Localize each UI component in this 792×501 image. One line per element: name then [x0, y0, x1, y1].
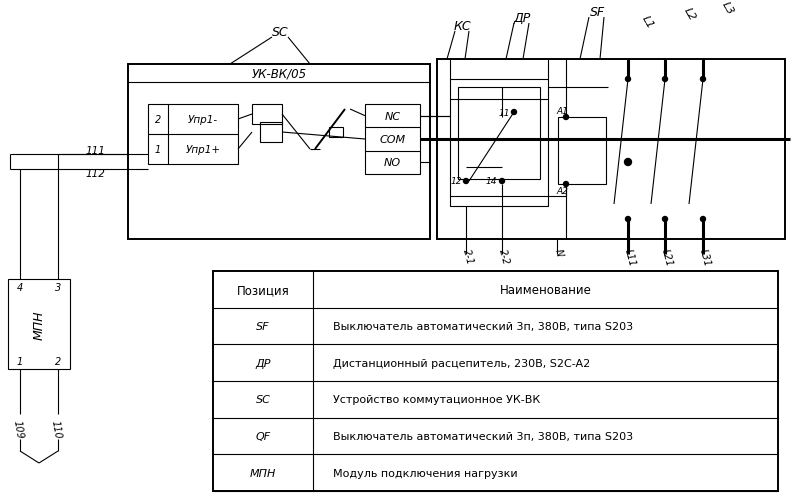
- Text: 112: 112: [85, 169, 105, 179]
- Text: Выключатель автоматический 3п, 380В, типа S203: Выключатель автоматический 3п, 380В, тип…: [333, 321, 633, 331]
- Text: A1: A1: [556, 106, 568, 115]
- Bar: [450, 80, 548, 206]
- Text: NC: NC: [384, 111, 401, 121]
- Text: Выключатель автоматический 3п, 380В, типа S203: Выключатель автоматический 3п, 380В, тип…: [333, 431, 633, 441]
- Bar: [365, 105, 420, 175]
- Text: 12: 12: [451, 177, 462, 186]
- Text: УК-ВК/05: УК-ВК/05: [251, 67, 307, 80]
- Text: COM: COM: [379, 135, 406, 145]
- Circle shape: [500, 179, 505, 184]
- Text: Модуль подключения нагрузки: Модуль подключения нагрузки: [333, 468, 518, 478]
- Text: 2-1: 2-1: [461, 247, 475, 266]
- Circle shape: [662, 77, 668, 82]
- Text: Упр1-: Упр1-: [188, 115, 218, 125]
- Text: L2: L2: [683, 6, 698, 22]
- Text: SF: SF: [589, 6, 604, 19]
- Circle shape: [626, 77, 630, 82]
- Text: 111: 111: [85, 146, 105, 156]
- Text: SC: SC: [272, 27, 288, 40]
- Text: 1: 1: [17, 356, 23, 366]
- Text: A2: A2: [556, 187, 568, 196]
- Bar: [213, 272, 778, 491]
- Text: КС: КС: [453, 21, 470, 34]
- Bar: [458, 88, 540, 180]
- Text: Устройство коммутационное УК-ВК: Устройство коммутационное УК-ВК: [333, 395, 540, 404]
- Bar: [329, 128, 343, 138]
- Text: L31: L31: [698, 247, 712, 268]
- Text: 11: 11: [498, 108, 510, 117]
- Text: 2-2: 2-2: [497, 247, 511, 266]
- Circle shape: [700, 77, 706, 82]
- Text: QF: QF: [256, 431, 271, 441]
- Text: Дистанционный расцепитель, 230В, S2C-A2: Дистанционный расцепитель, 230В, S2C-A2: [333, 358, 590, 368]
- Bar: [8, 280, 70, 369]
- Text: SC: SC: [256, 395, 270, 404]
- Circle shape: [563, 182, 569, 187]
- Text: 4: 4: [17, 283, 23, 293]
- Bar: [252, 105, 282, 125]
- Text: 3: 3: [55, 283, 61, 293]
- Circle shape: [625, 159, 631, 166]
- Text: SF: SF: [257, 321, 270, 331]
- Text: МПН: МПН: [249, 468, 276, 478]
- Text: ДР: ДР: [513, 12, 531, 25]
- Text: Наименование: Наименование: [500, 283, 592, 296]
- Text: 2: 2: [55, 356, 61, 366]
- Circle shape: [512, 110, 516, 115]
- Text: ДР: ДР: [255, 358, 271, 368]
- Text: 2: 2: [155, 115, 161, 125]
- Bar: [148, 105, 238, 165]
- Bar: [260, 123, 282, 143]
- Circle shape: [563, 115, 569, 120]
- Circle shape: [463, 179, 469, 184]
- Bar: [437, 60, 785, 239]
- Text: L21: L21: [660, 247, 674, 268]
- Circle shape: [662, 217, 668, 222]
- Circle shape: [626, 217, 630, 222]
- Bar: [128, 65, 430, 239]
- Text: L11: L11: [623, 247, 637, 268]
- Text: 110: 110: [49, 419, 63, 439]
- Text: L3: L3: [721, 0, 736, 16]
- Text: N: N: [554, 247, 565, 257]
- Text: Позиция: Позиция: [237, 283, 289, 296]
- Text: МПН: МПН: [32, 310, 45, 339]
- Text: L1: L1: [640, 14, 656, 30]
- Text: 1: 1: [155, 145, 161, 155]
- Text: 14: 14: [485, 177, 497, 186]
- Bar: [558, 118, 606, 185]
- Circle shape: [700, 217, 706, 222]
- Text: Упр1+: Упр1+: [185, 145, 220, 155]
- Text: NO: NO: [384, 158, 401, 168]
- Text: 109: 109: [11, 419, 25, 439]
